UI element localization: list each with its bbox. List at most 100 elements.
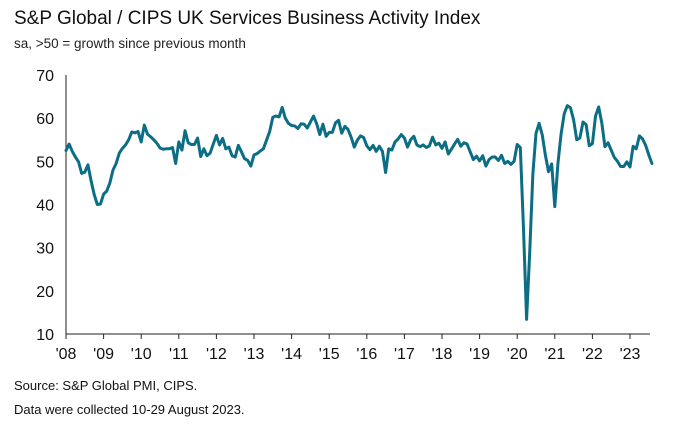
data-point — [278, 116, 280, 118]
data-point — [419, 145, 421, 148]
data-point — [71, 150, 74, 153]
data-point — [513, 160, 515, 163]
data-point — [597, 106, 600, 108]
data-point — [68, 143, 70, 145]
data-point — [579, 137, 581, 139]
data-point — [74, 156, 77, 158]
data-point — [65, 149, 67, 152]
data-point — [560, 133, 562, 135]
data-point — [591, 142, 594, 145]
data-point — [174, 162, 177, 165]
x-tick-label: '20 — [507, 346, 528, 363]
data-point — [77, 160, 80, 163]
x-tick-label: '13 — [244, 346, 265, 363]
data-point — [378, 145, 381, 148]
data-point — [322, 123, 324, 126]
data-point — [466, 143, 468, 145]
y-axis: 10 20 30 40 50 60 70 — [36, 68, 67, 344]
y-tick-label: 60 — [36, 111, 54, 128]
data-point — [463, 141, 465, 144]
data-point — [99, 203, 102, 205]
data-point — [225, 148, 227, 150]
data-point — [196, 137, 199, 139]
y-tick-label: 40 — [36, 198, 54, 215]
data-point — [209, 152, 211, 154]
data-point — [118, 152, 121, 154]
x-tick-label: '10 — [131, 346, 152, 363]
data-point — [478, 160, 481, 162]
data-point — [137, 130, 139, 133]
data-point — [544, 154, 547, 157]
data-point — [127, 138, 130, 141]
data-point — [632, 145, 634, 148]
data-point — [102, 193, 105, 195]
x-tick-label: '11 — [169, 346, 189, 363]
data-point — [109, 182, 111, 184]
data-point — [134, 132, 136, 134]
data-point — [472, 158, 475, 161]
data-point — [450, 148, 453, 151]
data-point — [381, 150, 384, 153]
data-point — [372, 144, 374, 147]
data-point — [300, 122, 302, 125]
data-point — [566, 104, 569, 107]
data-point — [152, 138, 155, 141]
data-point — [215, 134, 218, 137]
data-point — [334, 122, 337, 124]
data-point — [585, 123, 587, 126]
data-point — [115, 162, 117, 165]
x-tick-label: '15 — [319, 346, 340, 363]
data-point — [287, 122, 290, 125]
data-point — [460, 145, 462, 148]
data-point — [347, 128, 349, 131]
source-note: Source: S&P Global PMI, CIPS. — [14, 378, 198, 393]
data-point — [522, 227, 525, 230]
x-tick-label: '18 — [432, 346, 453, 363]
data-point — [84, 171, 86, 173]
data-point — [312, 115, 315, 117]
data-point — [262, 148, 265, 150]
x-tick-label: '17 — [394, 346, 415, 363]
data-point — [582, 121, 584, 123]
data-point — [425, 146, 428, 149]
data-point — [616, 160, 619, 163]
data-point — [416, 144, 418, 146]
series — [64, 104, 654, 321]
data-point — [131, 131, 133, 133]
data-point — [554, 205, 556, 208]
data-point — [87, 163, 89, 166]
data-point — [356, 139, 359, 141]
data-point — [406, 146, 409, 148]
data-point — [228, 146, 230, 148]
data-point — [651, 162, 653, 165]
data-point — [519, 146, 522, 149]
data-point — [121, 147, 124, 150]
data-point — [165, 148, 168, 150]
data-point — [469, 151, 472, 153]
data-point — [218, 144, 221, 146]
x-tick-label: '19 — [469, 346, 490, 363]
data-point — [171, 146, 174, 149]
data-point — [384, 171, 387, 174]
data-point — [290, 124, 293, 127]
y-tick-label: 20 — [36, 284, 54, 301]
data-point — [588, 144, 591, 147]
data-point — [168, 148, 171, 150]
data-point — [112, 169, 114, 171]
data-point — [387, 148, 390, 150]
data-point — [626, 160, 628, 163]
data-point — [212, 143, 215, 145]
data-point — [481, 154, 484, 157]
data-point — [306, 127, 309, 129]
data-point — [635, 148, 638, 150]
series-line — [64, 104, 654, 321]
x-axis: '08 '09 '10 '11 '12 '13 '14 '15 '16 '17 '18 '19 '20 '… — [56, 333, 650, 363]
data-point — [422, 144, 425, 146]
data-point — [413, 135, 415, 138]
data-point — [453, 143, 456, 145]
data-point — [557, 162, 559, 165]
data-point — [331, 131, 334, 134]
data-point — [641, 138, 644, 140]
data-point — [434, 144, 437, 146]
